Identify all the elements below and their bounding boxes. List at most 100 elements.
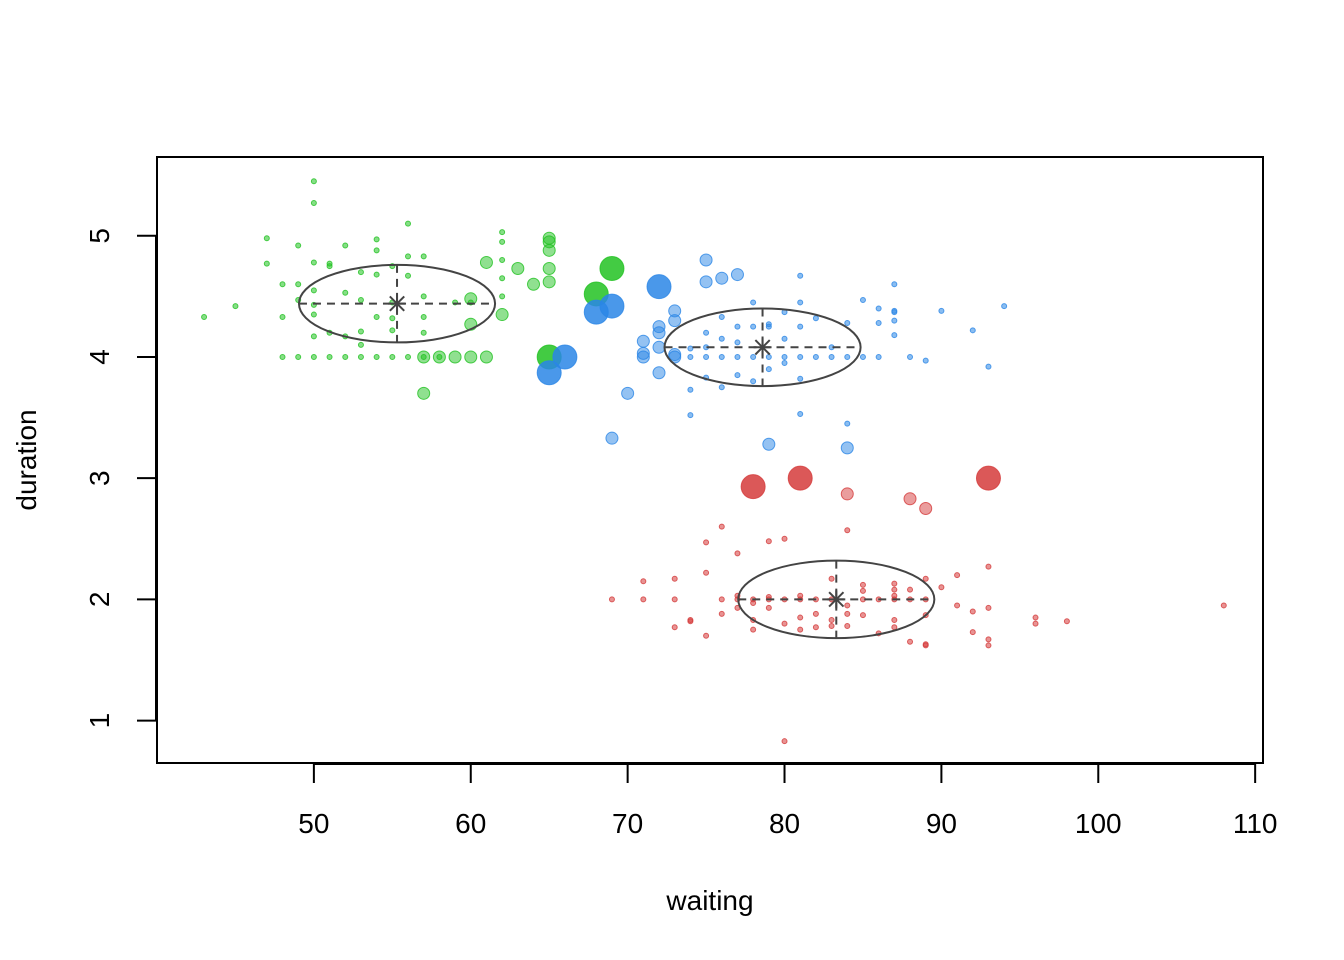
data-point-blue xyxy=(703,353,710,360)
y-tick-label: 3 xyxy=(84,470,115,486)
data-point-red xyxy=(781,535,788,542)
data-point-green xyxy=(279,313,286,320)
data-point-red xyxy=(718,610,725,617)
data-point-red xyxy=(765,604,772,611)
data-point-blue xyxy=(750,353,757,360)
data-point-red xyxy=(954,572,961,579)
data-point-red xyxy=(750,626,757,633)
data-point-green xyxy=(479,255,493,269)
data-point-blue xyxy=(812,315,819,322)
data-point-red xyxy=(891,586,898,593)
data-point-blue xyxy=(699,275,713,289)
data-point-red xyxy=(844,623,851,630)
data-point-blue xyxy=(750,323,757,330)
data-point-red xyxy=(671,624,678,631)
data-point-red xyxy=(840,487,854,501)
data-point-green xyxy=(542,262,556,276)
data-point-red xyxy=(828,616,835,623)
data-point-green xyxy=(373,271,380,278)
data-point-green xyxy=(326,263,333,270)
data-point-green xyxy=(432,350,446,364)
data-point-green xyxy=(495,308,509,322)
data-point-blue xyxy=(605,431,619,445)
data-point-blue xyxy=(797,410,804,417)
data-point-green xyxy=(310,178,317,185)
data-point-blue xyxy=(734,353,741,360)
data-point-red xyxy=(781,620,788,627)
data-point-green xyxy=(405,272,412,279)
data-point-blue xyxy=(536,360,562,386)
data-point-blue xyxy=(636,350,650,364)
data-point-red xyxy=(1032,614,1039,621)
data-point-green xyxy=(342,353,349,360)
data-point-red xyxy=(985,642,992,649)
data-point-red xyxy=(703,539,710,546)
data-point-red xyxy=(907,638,914,645)
data-point-green xyxy=(420,313,427,320)
data-point-red xyxy=(812,624,819,631)
data-point-green xyxy=(389,353,396,360)
y-axis: 1 2 3 4 5 xyxy=(84,228,157,728)
data-point-green xyxy=(511,262,525,276)
data-point-green xyxy=(405,253,412,260)
data-point-green xyxy=(464,350,478,364)
data-point-blue xyxy=(621,386,635,400)
x-tick-label: 60 xyxy=(455,808,486,839)
data-point-green xyxy=(499,257,506,264)
data-point-blue xyxy=(668,350,682,364)
data-point-blue xyxy=(718,335,725,342)
data-point-red xyxy=(787,465,813,491)
data-point-red xyxy=(1063,618,1070,625)
data-point-green xyxy=(389,315,396,322)
data-point-green xyxy=(373,313,380,320)
data-point-blue xyxy=(781,353,788,360)
mean-marker-stroke xyxy=(389,295,405,312)
data-point-blue xyxy=(844,420,851,427)
data-point-blue xyxy=(922,357,929,364)
data-point-blue xyxy=(703,329,710,336)
data-point-blue xyxy=(840,441,854,455)
data-point-red xyxy=(718,596,725,603)
data-point-red xyxy=(671,575,678,582)
data-point-green xyxy=(263,260,270,267)
data-point-red xyxy=(740,474,766,500)
data-point-red xyxy=(828,575,835,582)
data-point-blue xyxy=(828,353,835,360)
data-points xyxy=(201,178,1227,745)
data-point-red xyxy=(703,569,710,576)
data-point-red xyxy=(734,550,741,557)
data-point-blue xyxy=(762,437,776,451)
data-point-blue xyxy=(765,353,772,360)
cluster-ellipses xyxy=(297,263,936,640)
data-point-blue xyxy=(844,353,851,360)
data-point-blue xyxy=(687,386,694,393)
data-point-blue xyxy=(636,334,650,348)
data-point-blue xyxy=(734,339,741,346)
data-point-green xyxy=(373,236,380,243)
data-point-red xyxy=(671,596,678,603)
data-point-blue xyxy=(781,360,788,367)
data-point-red xyxy=(975,465,1001,491)
data-point-blue xyxy=(875,320,882,327)
data-point-green xyxy=(420,293,427,300)
data-point-blue xyxy=(875,305,882,312)
data-point-blue xyxy=(668,314,682,328)
data-point-green xyxy=(310,200,317,207)
data-point-blue xyxy=(938,307,945,314)
x-axis-title: waiting xyxy=(665,885,753,916)
data-point-green xyxy=(417,350,431,364)
data-point-green xyxy=(310,311,317,318)
data-point-green xyxy=(464,292,478,306)
data-point-green xyxy=(279,281,286,288)
data-point-green xyxy=(357,297,364,304)
data-point-red xyxy=(781,738,788,745)
data-point-red xyxy=(919,501,933,515)
data-point-red xyxy=(703,632,710,639)
data-point-red xyxy=(891,624,898,631)
x-tick-label: 80 xyxy=(769,808,800,839)
data-point-green xyxy=(326,353,333,360)
data-point-green xyxy=(373,353,380,360)
data-point-blue xyxy=(891,281,898,288)
data-point-red xyxy=(797,614,804,621)
data-point-green xyxy=(263,235,270,242)
